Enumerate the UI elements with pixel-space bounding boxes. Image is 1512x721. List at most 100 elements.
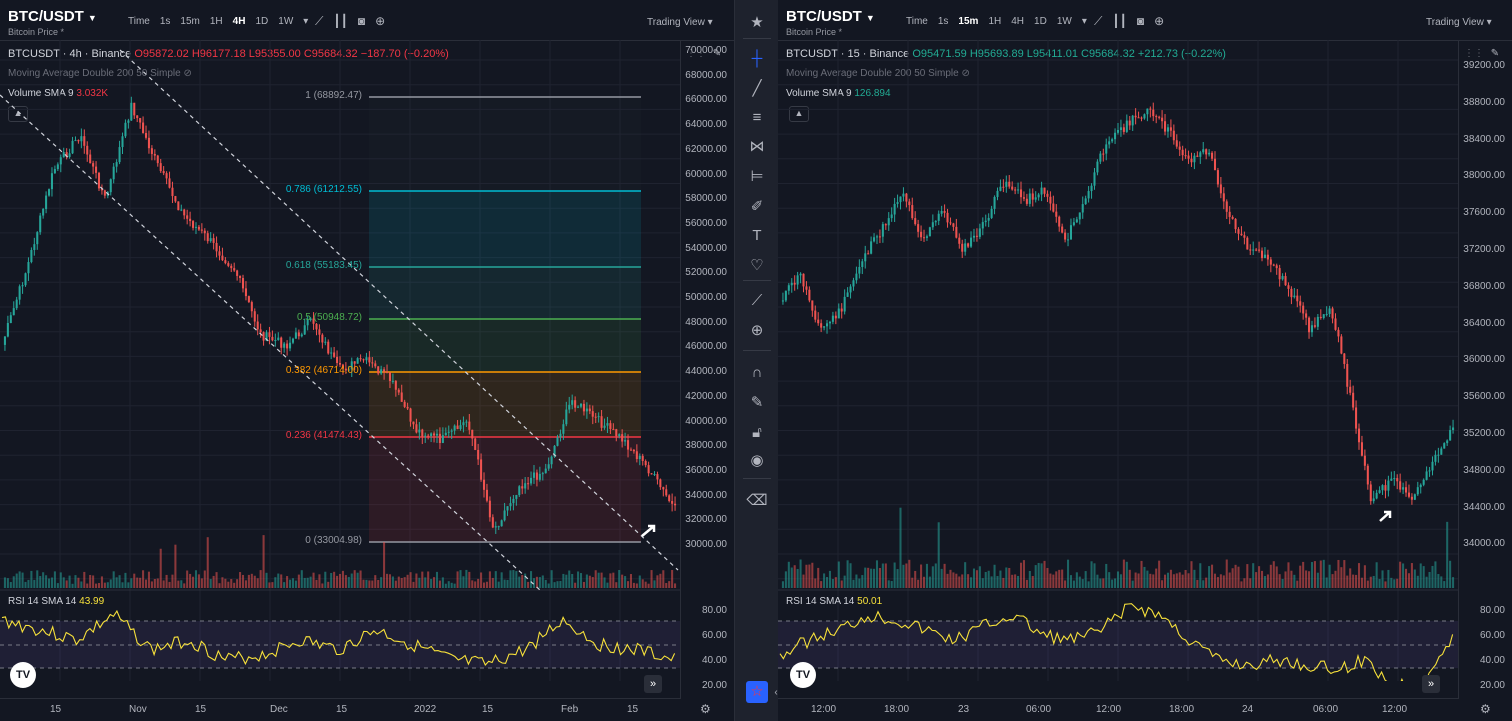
zoom-in-icon[interactable]: ⊕ [750, 322, 764, 339]
tradingview-logo-icon[interactable]: TV [790, 662, 816, 688]
measure-lines-icon[interactable]: ⊨ [750, 168, 764, 185]
volume-bar [1052, 574, 1055, 588]
camera-icon[interactable]: ◙ [357, 14, 366, 28]
candle-body [424, 435, 427, 437]
ruler-icon[interactable]: ⟋ [751, 292, 763, 309]
chevron-down-icon[interactable]: ▾ [303, 16, 309, 27]
candle-body [118, 147, 121, 163]
tradingview-logo-icon[interactable]: TV [10, 662, 36, 688]
collapse-legend-button[interactable]: ▲ [8, 106, 28, 122]
volume-bar [277, 573, 280, 588]
price-axis[interactable]: 39200.00 38800.00 38400.00 38000.00 37600.00… [1458, 40, 1512, 699]
tf-time[interactable]: Time [128, 16, 150, 27]
gear-icon[interactable]: ⚙ [700, 702, 711, 716]
candle-body [121, 136, 124, 148]
scroll-right-button[interactable]: » [1422, 675, 1440, 693]
symbol-selector[interactable]: BTC/USDT ▼ [786, 8, 875, 25]
scroll-right-button[interactable]: » [644, 675, 662, 693]
volume-bar [582, 581, 585, 588]
tf-15m[interactable]: 15m [180, 16, 200, 27]
candles-icon[interactable]: ┃┃ [1112, 14, 1127, 28]
left-main-chart[interactable] [0, 0, 680, 681]
tf-1h[interactable]: 1H [988, 16, 1002, 27]
candle-body [917, 224, 920, 232]
drag-handle-icon[interactable]: ⋮⋮ [686, 48, 706, 59]
candle-body [781, 300, 784, 302]
volume-bar [621, 574, 624, 588]
tf-1s[interactable]: 1s [937, 16, 949, 27]
price-axis[interactable]: 70000.00 68000.00 66000.00 64000.00 62000.00… [680, 40, 734, 699]
right-chart-pane[interactable]: BTC/USDT ▼ Bitcoin Price * Time 1s 15m 1H… [778, 0, 1512, 721]
tf-1w[interactable]: 1W [1056, 16, 1072, 27]
volume-bar [925, 563, 928, 588]
left-chart-pane[interactable]: BTC/USDT ▼ Bitcoin Price * Time 1s 15m 1H… [0, 0, 734, 721]
eye-icon[interactable]: ◉ [750, 452, 764, 469]
candle-body [218, 251, 221, 256]
time-axis[interactable]: 12:00 18:00 23 06:00 12:00 18:00 24 06:00 12:00 [778, 698, 1458, 721]
brush-icon[interactable]: ✐ [750, 198, 764, 215]
price-tick-label: 64000.00 [685, 119, 727, 131]
tf-1w[interactable]: 1W [278, 16, 294, 27]
time-axis[interactable]: 15 Nov 15 Dec 15 2022 15 Feb 15 [0, 698, 680, 721]
add-icon[interactable]: ⊕ [375, 14, 386, 28]
collapse-legend-button[interactable]: ▲ [789, 106, 809, 122]
eye-hidden-icon[interactable]: ⊘ [183, 68, 192, 79]
heart-icon[interactable]: ♡ [750, 257, 764, 274]
candle-body [130, 102, 133, 121]
pencil-icon[interactable]: ✎ [1490, 48, 1500, 59]
horizontal-lines-icon[interactable]: ≡ [752, 109, 762, 126]
volume-bar [556, 581, 559, 588]
top-toolbar: BTC/USDT ▼ Bitcoin Price * Time 1s 15m 1H… [778, 0, 1512, 41]
trading-view-menu[interactable]: Trading View ▾ [1426, 17, 1492, 28]
star-icon[interactable]: ★ [750, 14, 764, 31]
magnet-icon[interactable]: ∩ [751, 364, 763, 381]
tf-15m[interactable]: 15m [958, 16, 979, 27]
trash-icon[interactable]: ⌫ [746, 492, 768, 509]
pencil-icon[interactable]: ✎ [712, 48, 722, 59]
tf-1s[interactable]: 1s [159, 16, 171, 27]
tf-4h[interactable]: 4H [232, 16, 246, 27]
collapse-toolbar-icon[interactable]: ‹ [774, 687, 778, 698]
volume-bar [1378, 579, 1381, 588]
volume-bar [80, 581, 83, 588]
crosshair-icon[interactable]: ┼ [751, 50, 763, 67]
favorites-star-icon[interactable]: ☆ [746, 681, 768, 703]
candle-body [438, 433, 441, 443]
add-icon[interactable]: ⊕ [1154, 14, 1165, 28]
volume-bar [491, 577, 494, 588]
volume-bar [849, 563, 852, 588]
tf-4h[interactable]: 4H [1011, 16, 1025, 27]
lock-pencil-icon[interactable]: ✎ [750, 394, 764, 411]
candle-body [808, 289, 811, 301]
candle-body [9, 315, 12, 323]
symbol-selector[interactable]: BTC/USDT ▼ [8, 8, 97, 25]
trendline-icon[interactable]: ╱ [752, 80, 762, 97]
volume-bar [1128, 569, 1131, 588]
volume-bar [1166, 572, 1169, 588]
tf-1h[interactable]: 1H [209, 16, 223, 27]
candle-body [227, 263, 230, 266]
lock-icon[interactable]: 🔓︎ [752, 424, 762, 441]
candle-body [1087, 191, 1090, 199]
tf-1d[interactable]: 1D [255, 16, 269, 27]
tf-1d[interactable]: 1D [1034, 16, 1047, 27]
text-icon[interactable]: T [752, 227, 762, 244]
trading-view-menu[interactable]: Trading View ▾ [647, 17, 713, 28]
candles-icon[interactable]: ┃┃ [333, 14, 348, 28]
volume-bar [1443, 581, 1446, 588]
eye-hidden-icon[interactable]: ⊘ [961, 68, 970, 79]
candle-body [1308, 317, 1311, 333]
price-tick-label: 38800.00 [1463, 96, 1505, 108]
right-main-chart[interactable] [778, 0, 1458, 681]
camera-icon[interactable]: ◙ [1136, 14, 1145, 28]
indicator-chart-icon[interactable]: ⟋ [315, 14, 324, 28]
chevron-down-icon[interactable]: ▾ [1081, 16, 1087, 27]
volume-bar [30, 570, 33, 588]
candle-body [1222, 193, 1225, 202]
drag-handle-icon[interactable]: ⋮⋮ [1464, 48, 1484, 59]
indicator-chart-icon[interactable]: ⟋ [1094, 14, 1103, 28]
gear-icon[interactable]: ⚙ [1480, 702, 1491, 716]
volume-bar [274, 577, 277, 588]
pattern-icon[interactable]: ⋈ [749, 138, 765, 155]
tf-time[interactable]: Time [906, 16, 928, 27]
